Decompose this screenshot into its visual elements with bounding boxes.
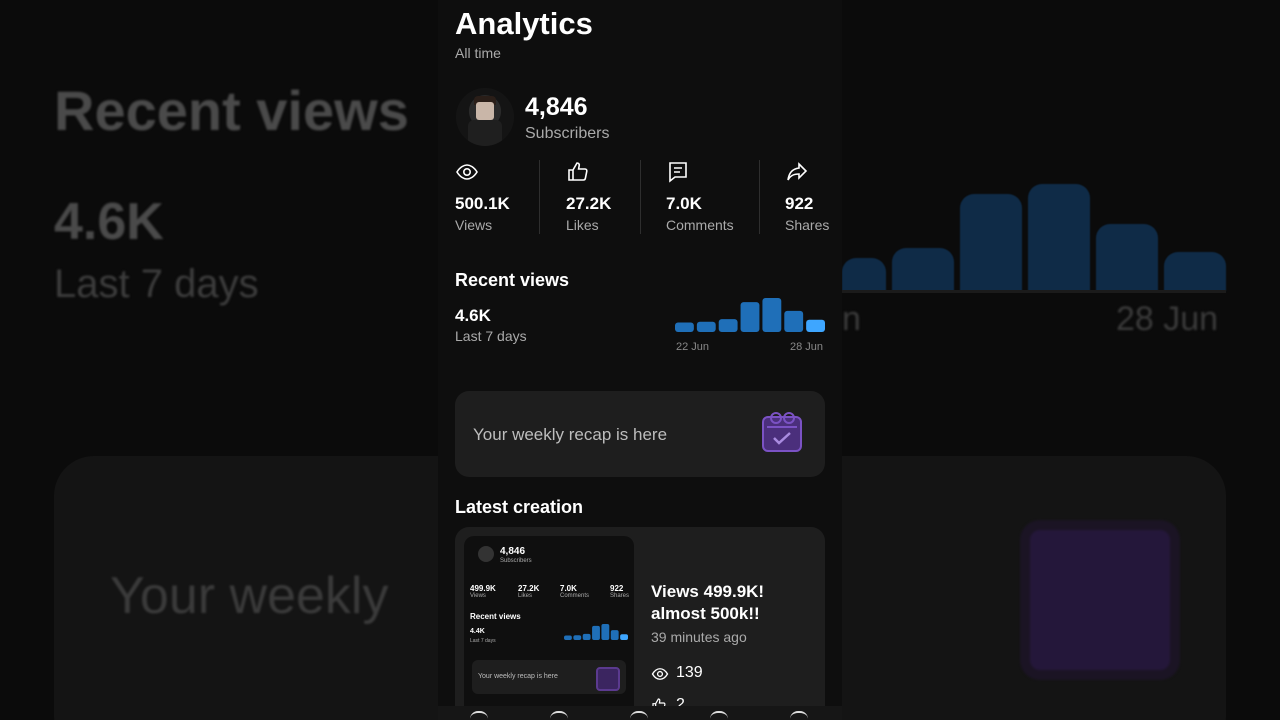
stat-value: 500.1K bbox=[455, 194, 510, 213]
avatar[interactable] bbox=[456, 88, 514, 146]
thumb-stat: 27.2K Likes bbox=[518, 584, 540, 599]
recent-views-value: 4.6K bbox=[455, 306, 491, 325]
share-icon bbox=[787, 162, 808, 181]
thumb-subscriber-label: Subscribers bbox=[500, 558, 532, 564]
stat-comments[interactable]: 7.0K Comments bbox=[666, 160, 746, 236]
subscriptions-icon[interactable] bbox=[710, 711, 728, 720]
bg-recent-views-period: Last 7 days bbox=[54, 262, 259, 306]
stat-shares[interactable]: 922 Shares bbox=[785, 160, 841, 236]
stat-label: Comments bbox=[666, 217, 734, 233]
bg-recap-text: Your weekly bbox=[110, 567, 389, 625]
bg-bar bbox=[892, 248, 954, 291]
avatar bbox=[478, 546, 494, 562]
home-icon[interactable] bbox=[470, 711, 488, 720]
bg-recent-views-value: 4.6K bbox=[54, 193, 164, 251]
analytics-screen: Analytics All time 4,846 Subscribers 500… bbox=[438, 0, 842, 720]
divider bbox=[759, 160, 760, 234]
weekly-recap-card[interactable]: Your weekly recap is here bbox=[455, 391, 825, 477]
calendar-check-icon bbox=[762, 412, 802, 452]
page-title: Analytics bbox=[455, 6, 593, 41]
video-title[interactable]: Views 499.9K! almost 500k!! bbox=[651, 582, 765, 623]
latest-creation-title: Latest creation bbox=[455, 497, 584, 517]
thumb-subscriber-count: 4,846 bbox=[500, 546, 526, 557]
recent-views-period: Last 7 days bbox=[455, 328, 527, 344]
stat-label: Shares bbox=[785, 217, 830, 233]
stat-label: Likes bbox=[566, 217, 599, 233]
chart-bar-22-jun bbox=[675, 322, 694, 332]
stat-value: 27.2K bbox=[566, 194, 612, 213]
video-thumbnail[interactable]: 4,846 Subscribers 499.9K Views 27.2K Likes… bbox=[464, 536, 634, 720]
chart-date-start: 22 Jun bbox=[676, 341, 710, 353]
thumb-stat: 499.9K Views bbox=[470, 584, 496, 599]
eye-icon bbox=[651, 668, 669, 680]
bg-calendar-icon bbox=[1020, 520, 1180, 680]
bg-bar bbox=[1164, 252, 1226, 291]
chart-bar-26-jun bbox=[762, 298, 782, 332]
chart-bar-26-jun bbox=[601, 624, 610, 640]
chart-bar-24-jun bbox=[582, 633, 591, 640]
comment-icon bbox=[669, 162, 687, 183]
bg-date-start: n bbox=[842, 300, 861, 338]
bg-date-end: 28 Jun bbox=[1116, 300, 1219, 338]
video-like-count: 2 bbox=[676, 696, 685, 713]
stat-value: 7.0K bbox=[666, 194, 702, 213]
stat-views[interactable]: 500.1K Views bbox=[455, 160, 535, 236]
video-view-count: 139 bbox=[676, 664, 703, 681]
chart-date-end: 28 Jun bbox=[790, 341, 824, 353]
page-subtitle: All time bbox=[455, 45, 501, 61]
thumb-chart bbox=[564, 624, 628, 640]
subscriber-label: Subscribers bbox=[525, 125, 610, 142]
thumb-recent-value: 4.4K bbox=[470, 628, 485, 635]
divider bbox=[640, 160, 641, 234]
thumbs-up-icon bbox=[568, 162, 588, 181]
chart-bar-23-jun bbox=[573, 635, 582, 640]
recap-text: Your weekly recap is here bbox=[473, 425, 668, 444]
recent-views-title: Recent views bbox=[455, 270, 570, 290]
bottom-nav bbox=[438, 706, 842, 720]
thumb-recap: Your weekly recap is here bbox=[472, 660, 626, 694]
bg-bar bbox=[1028, 184, 1090, 291]
chart-bar-24-jun bbox=[718, 319, 738, 332]
recent-views-chart[interactable] bbox=[675, 298, 825, 340]
stat-likes[interactable]: 27.2K Likes bbox=[566, 160, 646, 236]
bg-recent-views-title: Recent views bbox=[54, 79, 409, 142]
chart-bar-25-jun bbox=[740, 302, 760, 332]
divider bbox=[539, 160, 540, 234]
eye-icon bbox=[456, 164, 478, 180]
thumb-recent-period: Last 7 days bbox=[470, 638, 496, 644]
chart-bar-28-jun bbox=[806, 319, 825, 332]
subscriber-count: 4,846 bbox=[525, 93, 588, 121]
thumb-stat: 7.0K Comments bbox=[560, 584, 590, 599]
create-icon[interactable] bbox=[630, 711, 648, 720]
chart-bar-27-jun bbox=[610, 630, 619, 640]
chart-bar-22-jun bbox=[564, 635, 572, 640]
thumb-recent-title: Recent views bbox=[470, 612, 521, 621]
chart-bar-23-jun bbox=[696, 321, 716, 332]
latest-creation-card[interactable]: 4,846 Subscribers 499.9K Views 27.2K Likes… bbox=[455, 527, 825, 720]
video-time-ago: 39 minutes ago bbox=[651, 629, 747, 645]
stat-label: Views bbox=[455, 217, 493, 233]
stat-value: 922 bbox=[785, 194, 814, 213]
chart-bar-27-jun bbox=[784, 310, 804, 332]
chart-bar-28-jun bbox=[620, 634, 628, 640]
chart-bar-25-jun bbox=[592, 625, 600, 640]
profile-icon[interactable] bbox=[790, 711, 808, 720]
bg-bar bbox=[842, 258, 886, 291]
bg-bar bbox=[960, 194, 1022, 291]
shorts-icon[interactable] bbox=[550, 711, 568, 720]
bg-bar bbox=[1096, 224, 1158, 291]
thumb-stat: 922 Shares bbox=[610, 584, 630, 599]
bg-axis bbox=[842, 290, 1226, 293]
